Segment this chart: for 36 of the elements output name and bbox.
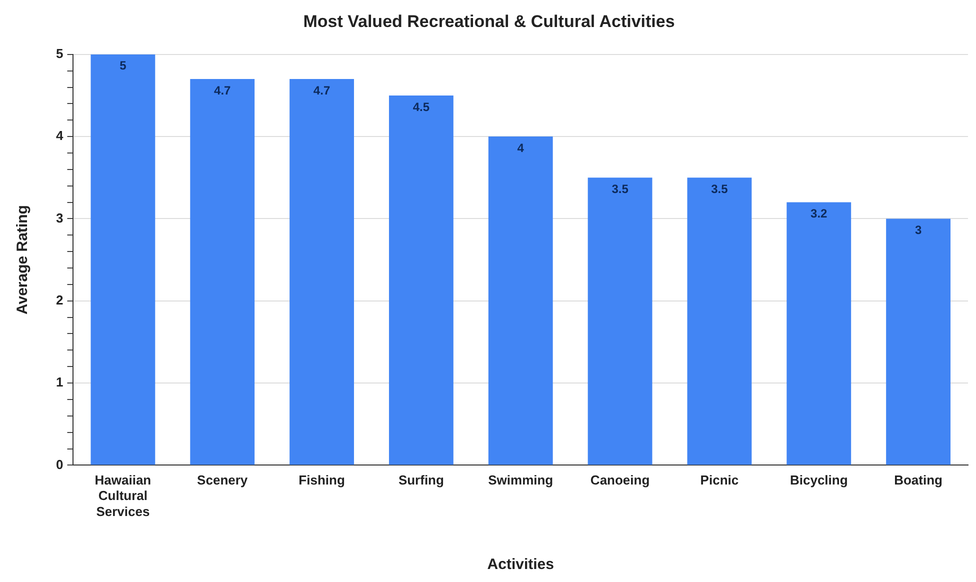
bar: [90, 54, 156, 465]
bar: [588, 178, 652, 465]
data-label: 3.5: [711, 182, 728, 196]
x-tick-label: Picnic: [700, 472, 739, 488]
data-label: 3.5: [612, 182, 629, 196]
data-label: 4: [517, 140, 524, 155]
data-label: 4.7: [313, 83, 330, 98]
x-tick-label: Canoeing: [590, 472, 650, 488]
y-axis-title: Average Rating: [14, 205, 32, 315]
data-label: 5: [120, 58, 127, 73]
bar: [687, 178, 752, 465]
x-tick-label: Fishing: [298, 472, 345, 488]
x-axis-title: Activities: [487, 556, 554, 574]
x-tick-label: Bicycling: [790, 472, 848, 488]
y-tick-label: 3: [56, 210, 64, 226]
bar: [388, 95, 454, 465]
y-tick-label: 1: [56, 374, 64, 390]
x-tick-label: Scenery: [197, 472, 248, 488]
x-tick-label: Swimming: [488, 472, 554, 488]
bar: [190, 79, 255, 465]
x-tick-label: Boating: [894, 472, 943, 488]
y-tick-label: 4: [56, 128, 64, 144]
y-tick-label: 2: [56, 292, 64, 308]
x-tick-label: Surfing: [398, 472, 444, 488]
chart-title: Most Valued Recreational & Cultural Activities: [303, 12, 675, 31]
bar: [290, 79, 354, 465]
data-label: 3.2: [810, 206, 828, 221]
data-label: 4.5: [412, 100, 430, 114]
bar: [786, 202, 852, 465]
x-tick-label: Hawaiian Cultural Services: [94, 472, 152, 519]
bar: [488, 136, 553, 465]
data-label: 4.7: [214, 83, 232, 98]
y-tick-label: 5: [56, 46, 64, 61]
bar: [886, 218, 951, 465]
data-label: 3: [914, 223, 922, 238]
y-tick-label: 0: [56, 456, 64, 472]
